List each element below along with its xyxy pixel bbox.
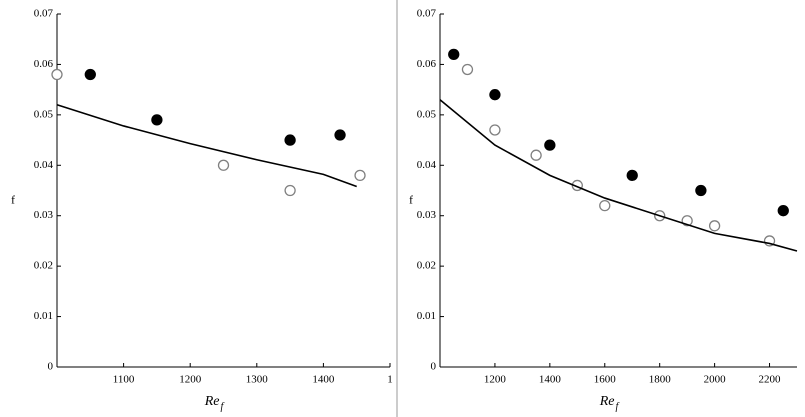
y-tick-label: 0.01 [34, 310, 53, 322]
y-tick-label: 0.03 [34, 209, 54, 221]
y-tick-label: 0.07 [417, 8, 437, 20]
fit-curve [56, 104, 357, 188]
x-axis-label-sub: f [616, 401, 620, 412]
y-tick-label: 0.02 [34, 260, 53, 272]
open-point [51, 68, 63, 81]
y-axis-label: f [11, 192, 15, 206]
x-tick-label: 1400 [539, 374, 562, 386]
y-tick-label: 0.06 [34, 58, 54, 70]
open-point [354, 169, 366, 182]
x-tick-label: 1600 [594, 374, 617, 386]
open-point [599, 199, 611, 212]
y-axis-label: f [409, 192, 413, 206]
x-tick-label: 1300 [246, 374, 269, 386]
x-tick-label: 2000 [704, 374, 727, 386]
x-tick-label: 1800 [649, 374, 672, 386]
x-tick-label: 1100 [113, 374, 135, 386]
x-tick-label: 1 [387, 374, 393, 386]
open-point [489, 124, 501, 136]
x-axis-label: Re [599, 394, 615, 409]
x-axis-label: Re [204, 394, 220, 409]
y-tick-label: 0.04 [34, 159, 54, 171]
filled-point [151, 114, 163, 126]
open-point [217, 159, 230, 171]
filled-point [544, 139, 556, 151]
filled-point [695, 184, 707, 197]
fit-curve [439, 99, 798, 252]
y-tick-label: 0 [48, 361, 54, 373]
open-point [461, 63, 474, 76]
x-tick-label: 1200 [484, 374, 507, 386]
y-tick-label: 0 [431, 361, 437, 373]
y-tick-label: 0.05 [417, 108, 437, 120]
open-point [530, 149, 542, 161]
filled-point [84, 68, 96, 81]
x-tick-label: 1400 [312, 374, 335, 386]
open-point [284, 184, 296, 197]
y-tick-label: 0.07 [34, 8, 54, 20]
y-tick-label: 0.03 [417, 209, 437, 221]
filled-point [626, 169, 638, 182]
x-tick-label: 1200 [179, 374, 202, 386]
y-tick-label: 0.06 [417, 58, 437, 70]
y-tick-label: 0.04 [417, 159, 437, 171]
filled-point [777, 205, 789, 217]
x-axis-label-sub: f [221, 401, 225, 412]
y-tick-label: 0.05 [34, 108, 54, 120]
filled-point [448, 48, 460, 60]
filled-point [489, 89, 501, 101]
filled-point [284, 134, 296, 146]
filled-point [334, 129, 346, 141]
open-point [708, 220, 721, 232]
y-tick-label: 0.01 [417, 310, 436, 322]
y-tick-label: 0.02 [417, 260, 436, 272]
x-tick-label: 2200 [759, 374, 782, 386]
